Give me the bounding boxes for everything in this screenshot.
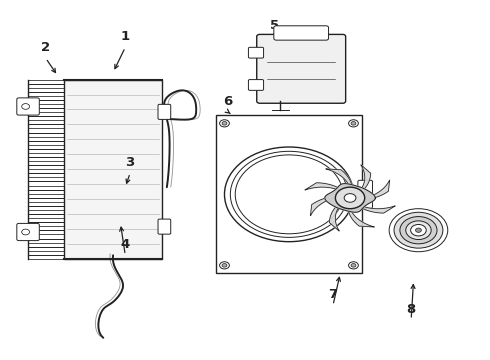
Circle shape: [351, 122, 356, 125]
Circle shape: [400, 217, 437, 244]
Text: 4: 4: [121, 238, 130, 251]
Text: 2: 2: [41, 41, 50, 54]
Circle shape: [416, 228, 421, 232]
Circle shape: [222, 122, 227, 125]
Polygon shape: [358, 205, 395, 213]
Text: 5: 5: [270, 19, 279, 32]
Polygon shape: [326, 169, 352, 188]
Circle shape: [220, 262, 229, 269]
Circle shape: [389, 209, 448, 252]
Circle shape: [411, 225, 426, 236]
Circle shape: [335, 187, 365, 209]
Circle shape: [22, 229, 29, 235]
FancyBboxPatch shape: [158, 104, 171, 120]
Text: 3: 3: [125, 156, 135, 168]
FancyBboxPatch shape: [248, 80, 264, 90]
Circle shape: [344, 194, 356, 202]
Circle shape: [22, 104, 29, 109]
Polygon shape: [305, 183, 342, 191]
Circle shape: [348, 262, 358, 269]
Circle shape: [412, 225, 425, 235]
FancyBboxPatch shape: [248, 47, 264, 58]
Circle shape: [351, 264, 356, 267]
Circle shape: [394, 212, 443, 248]
Circle shape: [348, 120, 358, 127]
Polygon shape: [311, 197, 337, 216]
Text: 6: 6: [223, 95, 233, 108]
FancyBboxPatch shape: [257, 35, 345, 103]
FancyBboxPatch shape: [17, 98, 39, 115]
Polygon shape: [364, 180, 390, 199]
Circle shape: [406, 221, 431, 239]
Circle shape: [220, 120, 229, 127]
FancyBboxPatch shape: [358, 180, 372, 208]
FancyBboxPatch shape: [158, 219, 171, 234]
FancyBboxPatch shape: [274, 26, 329, 40]
Text: 1: 1: [121, 30, 130, 43]
Text: 8: 8: [407, 303, 416, 316]
FancyBboxPatch shape: [17, 224, 39, 240]
Bar: [216, 116, 362, 273]
Polygon shape: [329, 204, 341, 231]
Polygon shape: [348, 208, 374, 227]
Circle shape: [222, 264, 227, 267]
Text: 7: 7: [328, 288, 338, 301]
Polygon shape: [360, 165, 371, 192]
Polygon shape: [325, 184, 375, 212]
Bar: [64, 80, 162, 259]
